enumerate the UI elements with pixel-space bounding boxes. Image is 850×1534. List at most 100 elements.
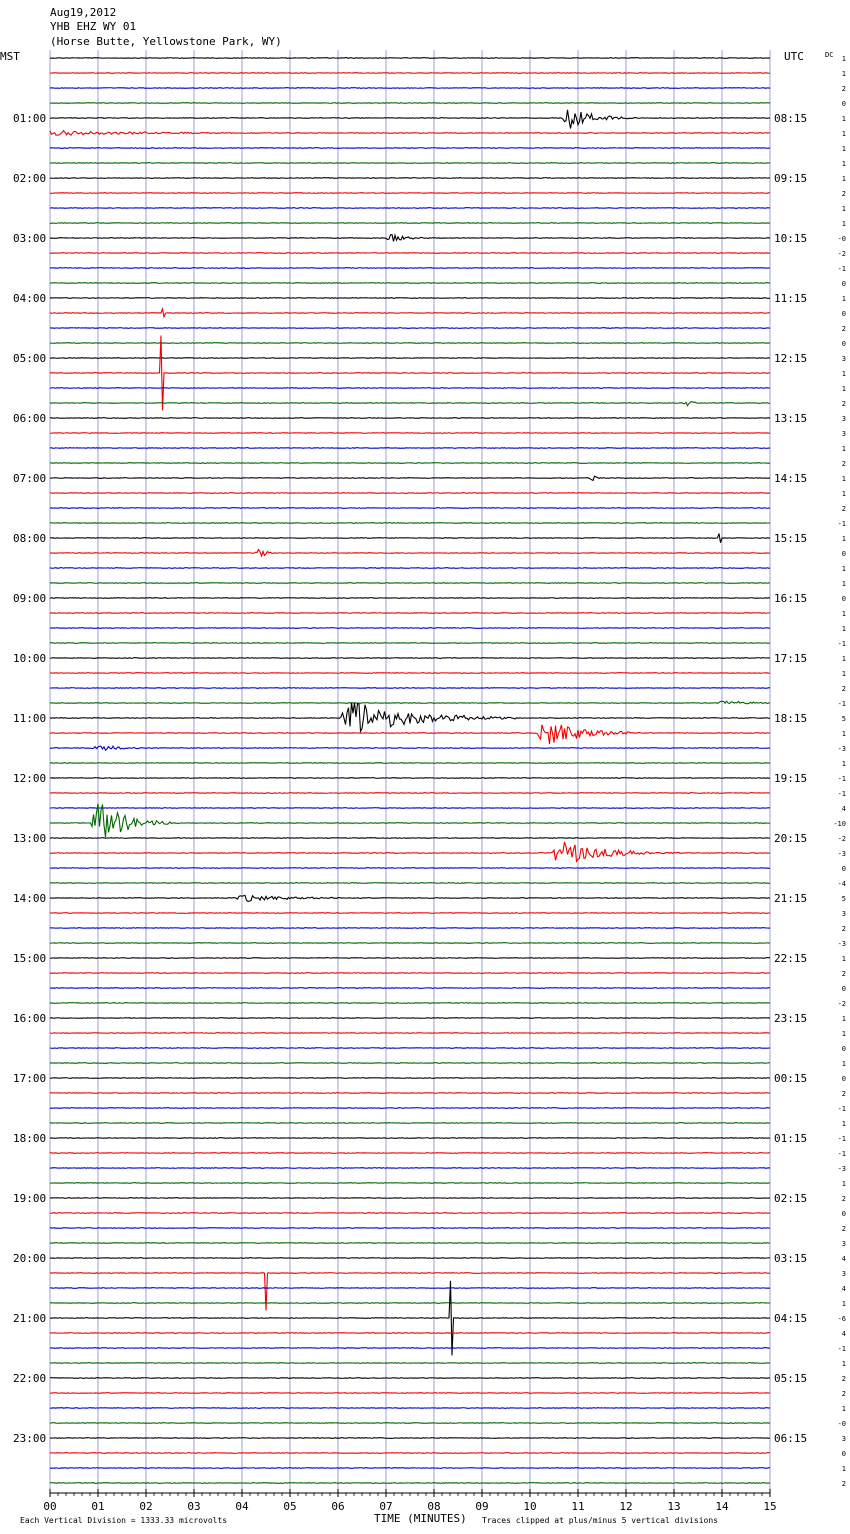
dc-offset-label: -3 xyxy=(838,745,846,753)
dc-offset-label: 1 xyxy=(842,445,846,453)
dc-offset-label: 1 xyxy=(842,1465,846,1473)
dc-offset-label: 2 xyxy=(842,1480,846,1488)
dc-offset-label: 2 xyxy=(842,505,846,513)
mst-hour-label: 17:00 xyxy=(13,1072,46,1085)
trace-row-40 xyxy=(49,657,771,659)
dc-offset-label: 1 xyxy=(842,670,846,678)
trace-row-47 xyxy=(49,762,771,764)
dc-offset-label: 2 xyxy=(842,685,846,693)
dc-offset-label: 1 xyxy=(842,760,846,768)
trace-row-93 xyxy=(49,1452,771,1454)
utc-hour-label: 23:15 xyxy=(774,1012,807,1025)
dc-offset-label: -1 xyxy=(838,520,846,528)
dc-offset-label: 3 xyxy=(842,415,846,423)
trace-row-79 xyxy=(49,1242,771,1244)
utc-hour-label: 19:15 xyxy=(774,772,807,785)
dc-offset-label: -4 xyxy=(838,880,846,888)
trace-row-16 xyxy=(49,297,771,299)
dc-offset-label: 1 xyxy=(842,1060,846,1068)
trace-row-28 xyxy=(49,475,771,482)
utc-hour-label: 05:15 xyxy=(774,1372,807,1385)
dc-offset-label: 3 xyxy=(842,910,846,918)
dc-offset-label: 1 xyxy=(842,295,846,303)
trace-row-26 xyxy=(49,447,771,449)
trace-row-81 xyxy=(49,1272,771,1311)
trace-row-88 xyxy=(49,1377,771,1379)
trace-row-38 xyxy=(49,627,771,629)
dc-offset-label: -1 xyxy=(838,700,846,708)
x-axis-label: TIME (MINUTES) xyxy=(374,1512,467,1525)
dc-offset-label: -1 xyxy=(838,775,846,783)
x-tick-label: 06 xyxy=(331,1500,344,1513)
trace-row-72 xyxy=(49,1137,771,1139)
dc-offset-label: 2 xyxy=(842,925,846,933)
trace-row-73 xyxy=(49,1152,771,1154)
dc-offset-label: 4 xyxy=(842,1255,846,1263)
dc-offset-label: 0 xyxy=(842,865,846,873)
dc-offset-label: 1 xyxy=(842,580,846,588)
dc-offset-label: 0 xyxy=(842,280,846,288)
mst-hour-label: 15:00 xyxy=(13,952,46,965)
trace-row-41 xyxy=(49,672,771,674)
trace-row-36 xyxy=(49,597,771,599)
dc-offset-label: -6 xyxy=(838,1315,846,1323)
trace-row-70 xyxy=(49,1107,771,1109)
trace-row-90 xyxy=(49,1407,771,1409)
trace-row-18 xyxy=(49,327,771,329)
trace-row-78 xyxy=(49,1227,771,1229)
trace-row-23 xyxy=(49,401,771,407)
dc-offset-label: 1 xyxy=(842,655,846,663)
dc-offset-label: 2 xyxy=(842,1390,846,1398)
trace-row-44 xyxy=(49,702,771,734)
dc-offset-label: 1 xyxy=(842,1030,846,1038)
dc-offset-label: 1 xyxy=(842,385,846,393)
dc-offset-label: 2 xyxy=(842,190,846,198)
trace-row-48 xyxy=(49,777,771,779)
utc-hour-label: 10:15 xyxy=(774,232,807,245)
trace-row-63 xyxy=(49,1002,771,1004)
trace-row-29 xyxy=(49,492,771,494)
trace-row-91 xyxy=(49,1422,771,1424)
trace-row-86 xyxy=(49,1347,771,1349)
trace-row-13 xyxy=(49,252,771,254)
utc-hour-label: 12:15 xyxy=(774,352,807,365)
dc-offset-label: 1 xyxy=(842,145,846,153)
dc-offset-label: 1 xyxy=(842,205,846,213)
mst-hour-label: 03:00 xyxy=(13,232,46,245)
dc-offset-label: 1 xyxy=(842,220,846,228)
trace-row-69 xyxy=(49,1092,771,1094)
trace-row-84 xyxy=(49,1280,771,1356)
x-tick-label: 13 xyxy=(667,1500,680,1513)
trace-row-53 xyxy=(49,841,771,863)
dc-offset-labels: 112011111211-0-2-10102031123312112-11011… xyxy=(833,55,846,1488)
trace-row-87 xyxy=(49,1362,771,1364)
x-tick-label: 03 xyxy=(187,1500,200,1513)
x-tick-label: 04 xyxy=(235,1500,249,1513)
trace-row-1 xyxy=(49,72,771,74)
trace-row-10 xyxy=(49,207,771,209)
dc-offset-label: 0 xyxy=(842,340,846,348)
trace-row-83 xyxy=(49,1302,771,1304)
dc-offset-label: 2 xyxy=(842,85,846,93)
dc-offset-label: 0 xyxy=(842,595,846,603)
dc-offset-label: 1 xyxy=(842,610,846,618)
trace-row-65 xyxy=(49,1032,771,1034)
mst-hour-label: 01:00 xyxy=(13,112,46,125)
utc-hour-label: 11:15 xyxy=(774,292,807,305)
utc-hour-label: 13:15 xyxy=(774,412,807,425)
trace-row-49 xyxy=(49,792,771,794)
dc-offset-label: 0 xyxy=(842,1045,846,1053)
x-tick-label: 10 xyxy=(523,1500,536,1513)
dc-offset-label: 1 xyxy=(842,175,846,183)
utc-hour-label: 14:15 xyxy=(774,472,807,485)
mst-hour-label: 11:00 xyxy=(13,712,46,725)
trace-row-62 xyxy=(49,987,771,989)
mst-hour-label: 05:00 xyxy=(13,352,46,365)
trace-row-33 xyxy=(49,548,771,558)
trace-row-31 xyxy=(49,522,771,524)
utc-hour-label: 21:15 xyxy=(774,892,807,905)
dc-offset-label: -1 xyxy=(838,1345,846,1353)
dc-offset-label: 2 xyxy=(842,1375,846,1383)
utc-hour-label: 00:15 xyxy=(774,1072,807,1085)
